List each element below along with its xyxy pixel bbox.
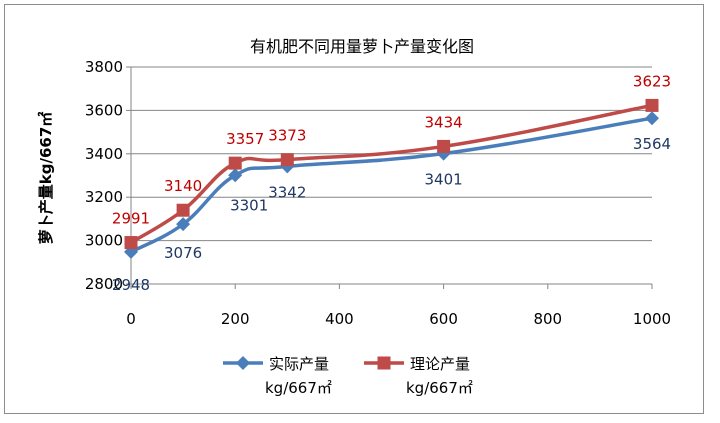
data-label: 3373 [268,127,306,145]
chart-frame [4,4,704,414]
square-marker [437,139,451,153]
y-tick-label: 3400 [85,145,123,163]
data-label: 3140 [164,177,202,195]
x-tick-label: 200 [221,310,250,328]
square-marker [124,236,138,250]
square-marker [377,356,391,370]
legend-label: 实际产量 [269,355,329,373]
x-tick-label: 600 [429,310,458,328]
y-tick-label: 3200 [85,188,123,206]
square-marker [228,156,242,170]
diamond-marker [176,217,191,232]
series-line [130,103,653,245]
diamond-marker [228,168,243,183]
legend-unit: kg/667㎡ [265,379,332,397]
gridlines [131,66,652,242]
square-marker [280,153,294,167]
legend-label: 理论产量 [410,355,470,373]
axes: 2800 3000 3200 3400 3600 3800 0 200 400 600 800 100… [85,58,671,328]
diamond-marker [236,356,250,370]
data-label: 2991 [112,210,150,228]
y-axis-label: 萝卜产量kg/667㎡ [37,112,55,245]
data-label: 3357 [226,130,264,148]
x-tick-label: 400 [325,310,354,328]
x-tick-label: 1000 [633,310,671,328]
data-label: 3401 [425,171,463,189]
data-label: 2948 [112,276,150,294]
y-tick-label: 3600 [85,101,123,119]
x-tick-label: 0 [126,310,136,328]
data-label: 3623 [633,72,671,90]
y-tick-label: 3800 [85,58,123,76]
series-group [124,98,659,259]
y-tick-label: 2800 [85,275,123,293]
x-tick-label: 800 [533,310,562,328]
square-marker [176,203,190,217]
y-tick-label: 3000 [85,232,123,250]
square-marker [645,98,659,112]
chart-title: 有机肥不同用量萝卜产量变化图 [250,37,474,56]
legend-unit: kg/667㎡ [406,379,473,397]
data-label: 3076 [164,244,202,262]
data-label: 3564 [633,135,671,153]
data-label: 3301 [230,196,268,214]
data-label: 3434 [425,113,463,131]
data-label: 3342 [268,183,306,201]
diamond-marker [645,111,659,126]
